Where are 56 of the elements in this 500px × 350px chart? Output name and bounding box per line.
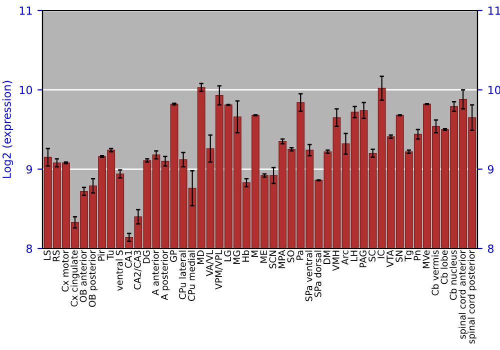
x-tick-label: MVe <box>422 250 430 268</box>
x-tick-label: VPM/VPL <box>215 250 223 290</box>
x-tick-label: SPa dorsal <box>314 250 322 297</box>
x-tick-label: CA1 <box>124 250 132 268</box>
x-tick-label: LH <box>350 250 358 261</box>
x-tick-label: OB posterior <box>88 250 98 307</box>
y-tick-label: 10 <box>20 86 32 94</box>
x-tick-label: MPA <box>278 250 286 268</box>
x-tick-label: Cb nucleus <box>450 250 457 300</box>
x-tick-label: Hb <box>242 250 250 262</box>
x-tick-label: LS <box>44 250 51 260</box>
x-tick-label: spinal cord posterior <box>468 250 477 344</box>
x-tick-label: Pn <box>414 250 420 260</box>
x-tick-label: IC <box>378 250 384 258</box>
x-tick-label: Cb lobe <box>440 250 448 284</box>
x-tick-label: Pir <box>98 250 105 261</box>
x-tick-label: VA/VL <box>206 250 214 276</box>
y-tick-label: 8 <box>26 244 32 253</box>
x-tick-label: spinal cord anterior <box>458 250 468 339</box>
x-tick-label: MG <box>233 250 240 264</box>
x-tick-label: SC <box>368 250 376 262</box>
x-tick-label: Cb vermis <box>432 250 439 296</box>
x-tick-label: ME <box>260 250 268 263</box>
x-tick-label: Arc <box>342 250 348 265</box>
x-tick-label: RS <box>52 250 60 262</box>
y-tick-label: 11 <box>20 6 32 15</box>
x-tick-label: SO <box>287 250 294 262</box>
y2-tick-label: 11 <box>488 6 500 15</box>
y2-tick-label: 8 <box>488 244 494 253</box>
x-tick-label: Cx cingulate <box>70 250 80 307</box>
x-tick-label: SCN <box>269 250 276 268</box>
x-tick-label: CA2/CA3 <box>134 250 142 290</box>
x-tick-label: VTA <box>386 250 394 268</box>
x-tick-label: SPa ventral <box>305 250 312 302</box>
x-tick-label: DG <box>142 250 150 264</box>
x-tick-label: DM <box>324 250 330 264</box>
x-tick-label: CPu medial <box>188 250 195 301</box>
x-tick-label: A posterior <box>160 250 170 300</box>
x-tick-label: GP <box>170 250 177 262</box>
x-tick-label: LG <box>224 250 232 262</box>
x-tick-label: Tg <box>404 250 414 262</box>
x-tick-label: A anterior <box>152 250 159 296</box>
x-tick-label: CPu lateral <box>178 250 186 300</box>
x-tick-label: Pa <box>296 250 304 260</box>
x-tick-label: OB anterior <box>80 250 87 302</box>
x-tick-label: Tu <box>106 250 114 260</box>
y-tick-label: 9 <box>26 165 32 174</box>
x-tick-label: MD <box>197 250 204 264</box>
x-tick-label: VMH <box>332 250 340 271</box>
y2-tick-label: 9 <box>488 165 494 174</box>
x-tick-label: ventral S <box>116 250 123 291</box>
x-tick-label: PAG <box>360 250 366 268</box>
x-tick-label: Cx motor <box>62 250 69 292</box>
x-tick-label: SN <box>396 250 403 262</box>
x-tick-label: M <box>251 250 258 257</box>
y-axis-title: Log2 (expression) <box>2 80 14 178</box>
